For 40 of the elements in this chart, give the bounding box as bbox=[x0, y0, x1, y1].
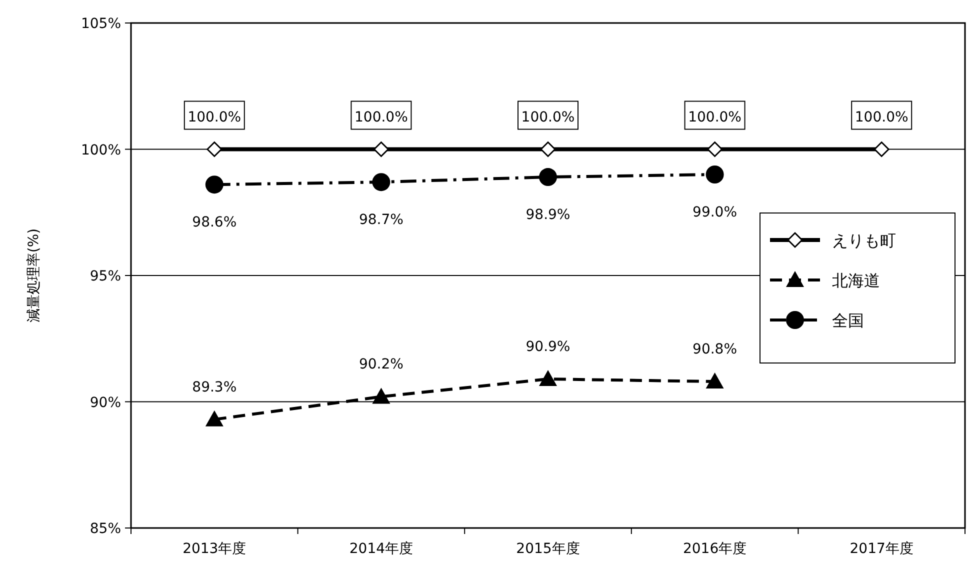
y-tick-label: 90% bbox=[90, 394, 121, 411]
data-label: 98.7% bbox=[358, 212, 404, 228]
point bbox=[540, 142, 556, 157]
point bbox=[373, 142, 389, 157]
point bbox=[539, 168, 557, 186]
data-label: 89.3% bbox=[192, 379, 237, 396]
data-label: 99.0% bbox=[692, 204, 738, 220]
data-label: 100.0% bbox=[688, 109, 742, 126]
data-label: 100.0% bbox=[521, 109, 575, 126]
y-tick-label: 100% bbox=[80, 142, 121, 158]
x-tick-label: 2016年度 bbox=[682, 541, 747, 557]
point bbox=[372, 173, 390, 192]
point bbox=[205, 176, 224, 194]
point bbox=[206, 142, 222, 157]
point bbox=[707, 142, 723, 157]
point bbox=[372, 388, 390, 404]
legend-label: 北海道 bbox=[832, 271, 880, 290]
data-label: 98.6% bbox=[192, 214, 237, 231]
point bbox=[706, 372, 724, 389]
data-label: 100.0% bbox=[354, 109, 408, 126]
y-axis-title: 減量処理率(%) bbox=[26, 228, 42, 323]
data-label: 100.0% bbox=[188, 109, 242, 126]
y-tick-label: 95% bbox=[90, 268, 121, 284]
data-label: 90.9% bbox=[526, 339, 570, 356]
point bbox=[539, 370, 557, 386]
x-tick-label: 2014年度 bbox=[349, 541, 414, 557]
data-label: 100.0% bbox=[854, 109, 908, 126]
y-tick-label: 105% bbox=[80, 16, 121, 32]
point bbox=[874, 142, 890, 157]
x-tick-label: 2013年度 bbox=[182, 541, 246, 557]
y-tick-label: 85% bbox=[90, 521, 121, 537]
point bbox=[205, 410, 224, 426]
data-label: 90.2% bbox=[358, 356, 404, 373]
x-tick-label: 2017年度 bbox=[850, 541, 914, 557]
data-label: 90.8% bbox=[692, 342, 738, 358]
x-tick-label: 2015年度 bbox=[516, 541, 580, 557]
point bbox=[706, 166, 724, 184]
legend-label: えりも町 bbox=[832, 231, 896, 250]
legend-label: 全国 bbox=[832, 311, 864, 330]
data-label: 98.9% bbox=[526, 207, 570, 224]
